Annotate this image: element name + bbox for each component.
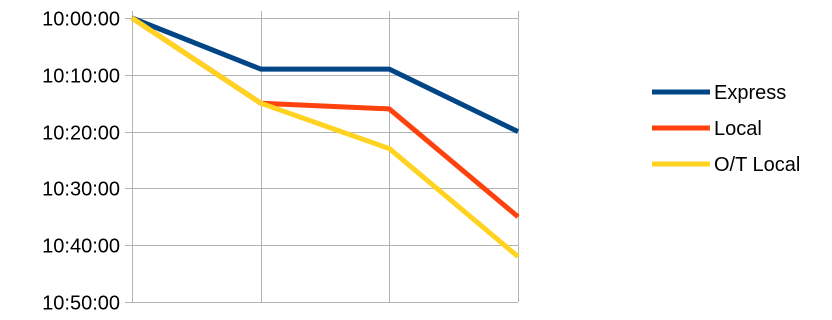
series-lines — [130, 15, 520, 259]
legend: Express Local O/T Local — [652, 82, 800, 176]
y-axis-tick-labels: 10:00:00 10:10:00 10:20:00 10:30:00 10:40:00… — [42, 9, 120, 315]
y-tick-label: 10:10:00 — [42, 66, 120, 88]
series-line-express — [131, 15, 520, 134]
y-tick-label: 10:50:00 — [42, 293, 120, 315]
y-tick-label: 10:20:00 — [42, 123, 120, 145]
series-line-o-t-local — [130, 15, 520, 259]
axes — [125, 11, 519, 303]
y-tick-label: 10:30:00 — [42, 179, 120, 201]
y-tick-label: 10:00:00 — [42, 9, 120, 31]
legend-label-express: Express — [714, 82, 786, 104]
y-tick-label: 10:40:00 — [42, 236, 120, 258]
legend-label-o-t-local: O/T Local — [714, 154, 800, 176]
grid — [132, 18, 519, 303]
legend-label-local: Local — [714, 118, 762, 140]
series-line-local — [130, 15, 520, 219]
